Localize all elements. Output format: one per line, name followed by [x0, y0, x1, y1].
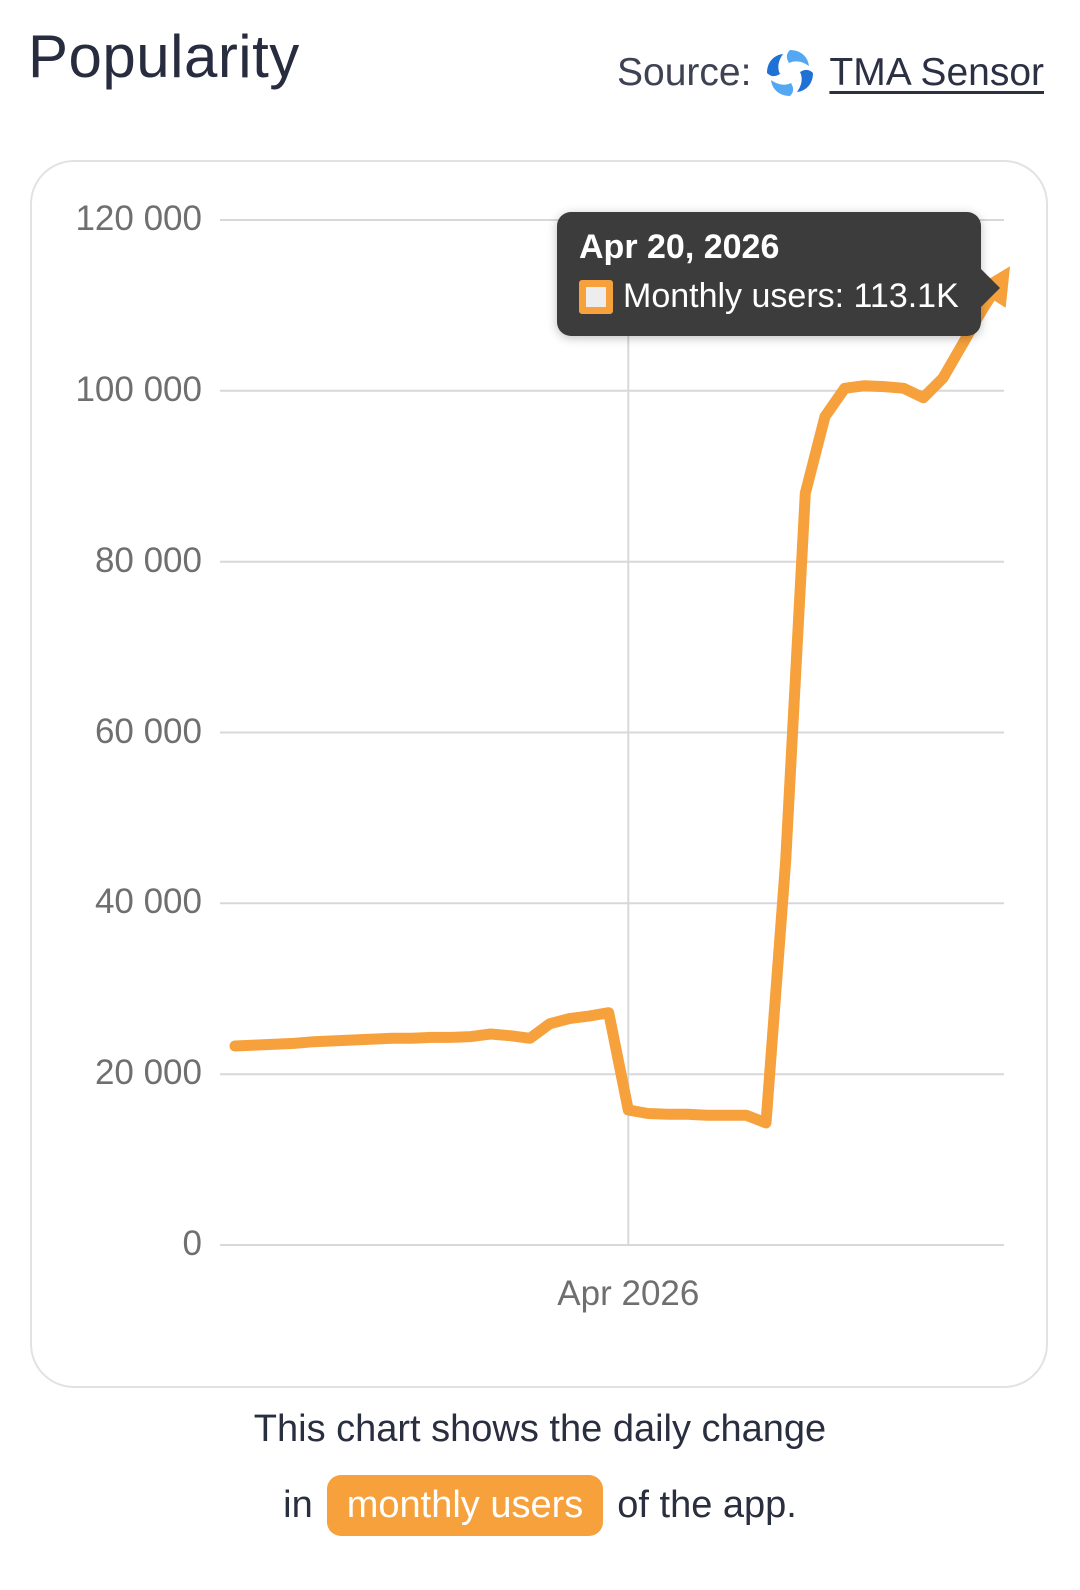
source-link[interactable]: TMA Sensor: [829, 51, 1044, 94]
popularity-line-chart[interactable]: [32, 162, 1050, 1390]
caption-line2-prefix: in: [283, 1484, 313, 1526]
y-axis-tick-label: 40 000: [94, 882, 202, 922]
series-color-swatch-icon: [579, 279, 613, 314]
caption-line1: This chart shows the daily change: [253, 1408, 827, 1450]
source-row: Source: TMA Sensor: [617, 46, 1044, 100]
y-axis-tick-label: 60 000: [94, 711, 202, 751]
y-axis-tick-label: 80 000: [94, 540, 202, 580]
tooltip-value: Monthly users: 113.1K: [623, 277, 959, 315]
page-title: Popularity: [28, 23, 300, 90]
caption-line2-suffix: of the app.: [617, 1484, 797, 1526]
source-label: Source:: [617, 51, 752, 94]
y-axis-tick-label: 20 000: [94, 1053, 202, 1093]
y-axis-tick-label: 120 000: [75, 199, 202, 238]
y-axis-tick-label: 100 000: [75, 369, 202, 409]
chart-caption: This chart shows the daily change in mon…: [0, 1408, 1080, 1536]
tooltip-caret-icon: [979, 268, 1000, 308]
y-axis-tick-label: 0: [182, 1224, 202, 1263]
chart-tooltip: Apr 20, 2026 Monthly users: 113.1K: [557, 212, 1000, 336]
caption-line2: in monthly users of the app.: [0, 1475, 1080, 1536]
chart-card: 0 20 000 40 000 60 000 80 000 100 000 120 000 …: [30, 160, 1048, 1388]
y-axis-labels: 0 20 000 40 000 60 000 80 000 100 000 120 000: [32, 162, 202, 1386]
x-axis-tick-label: Apr 2026: [557, 1274, 700, 1313]
tma-sensor-logo-icon: [763, 46, 817, 100]
tooltip-date: Apr 20, 2026: [579, 228, 780, 266]
monthly-users-line: [229, 266, 1011, 1129]
monthly-users-pill: monthly users: [326, 1475, 604, 1536]
tooltip-value-row: Monthly users: 113.1K: [579, 277, 959, 316]
